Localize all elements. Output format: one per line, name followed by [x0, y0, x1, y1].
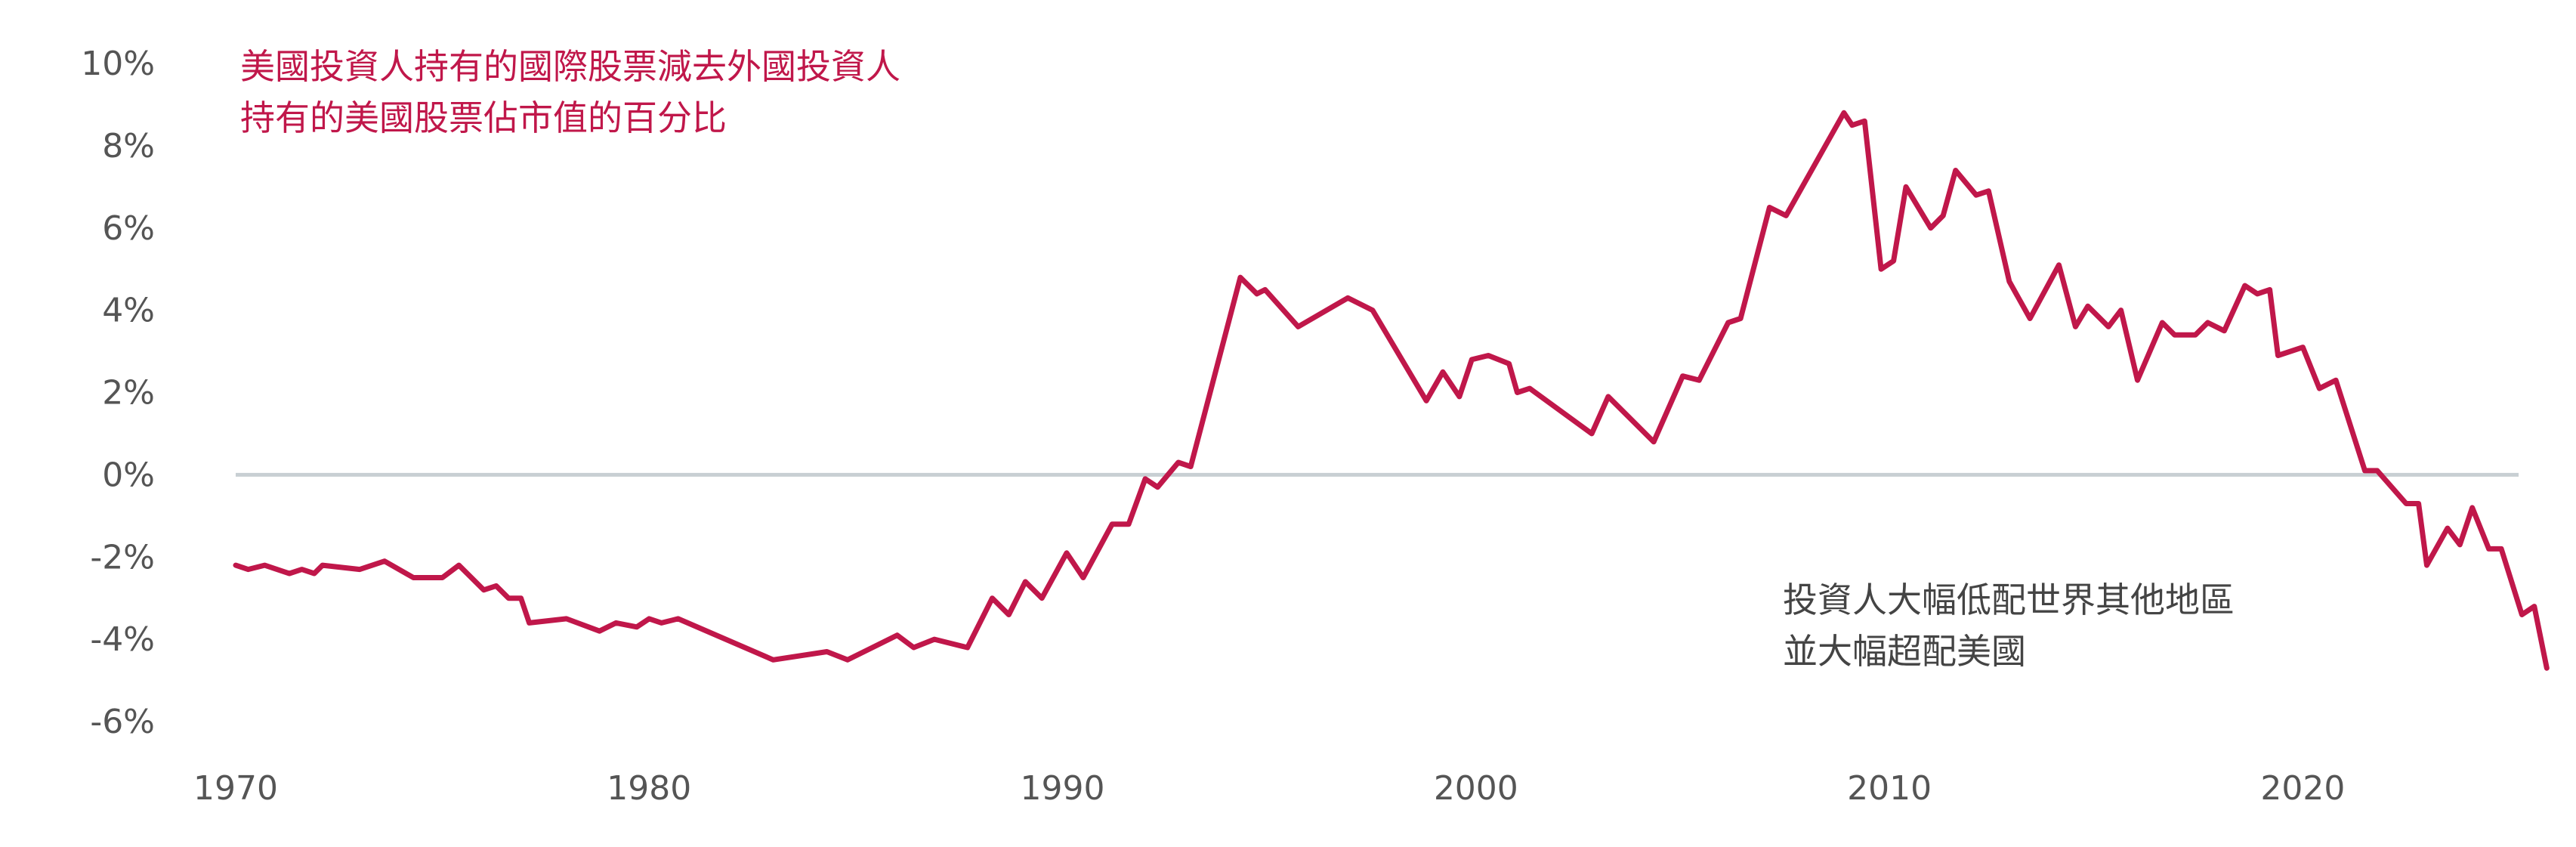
x-tick-label: 1990	[1021, 769, 1105, 808]
y-tick-label: 6%	[102, 209, 155, 248]
annotation-bottom-right-line-2: 並大幅超配美國	[1783, 631, 2026, 672]
y-tick-label: 4%	[102, 292, 155, 330]
x-tick-label: 2010	[1847, 769, 1932, 808]
y-tick-label: 8%	[102, 127, 155, 165]
y-tick-label: -6%	[90, 703, 155, 741]
x-tick-label: 2020	[2260, 769, 2345, 808]
x-tick-label: 2000	[1434, 769, 1518, 808]
y-tick-label: 10%	[81, 45, 155, 83]
x-tick-label: 1970	[193, 769, 278, 808]
y-tick-label: 2%	[102, 374, 155, 413]
annotation-bottom-right-line-1: 投資人大幅低配世界其他地區	[1783, 580, 2235, 620]
y-tick-label: -4%	[90, 620, 155, 659]
y-tick-label: 0%	[102, 456, 155, 494]
x-axis-ticks: 1970 1980 1990 2000 2010 2020	[193, 769, 2345, 808]
y-tick-label: -2%	[90, 538, 155, 577]
annotation-top-left-line-2: 持有的美國股票佔市值的百分比	[240, 97, 727, 138]
x-tick-label: 1980	[607, 769, 691, 808]
series-line	[233, 110, 2550, 671]
y-axis-ticks: 10% 8% 6% 4% 2% 0% -2% -4% -6%	[81, 45, 155, 741]
annotation-top-left-line-1: 美國投資人持有的國際股票減去外國投資人	[240, 46, 900, 87]
